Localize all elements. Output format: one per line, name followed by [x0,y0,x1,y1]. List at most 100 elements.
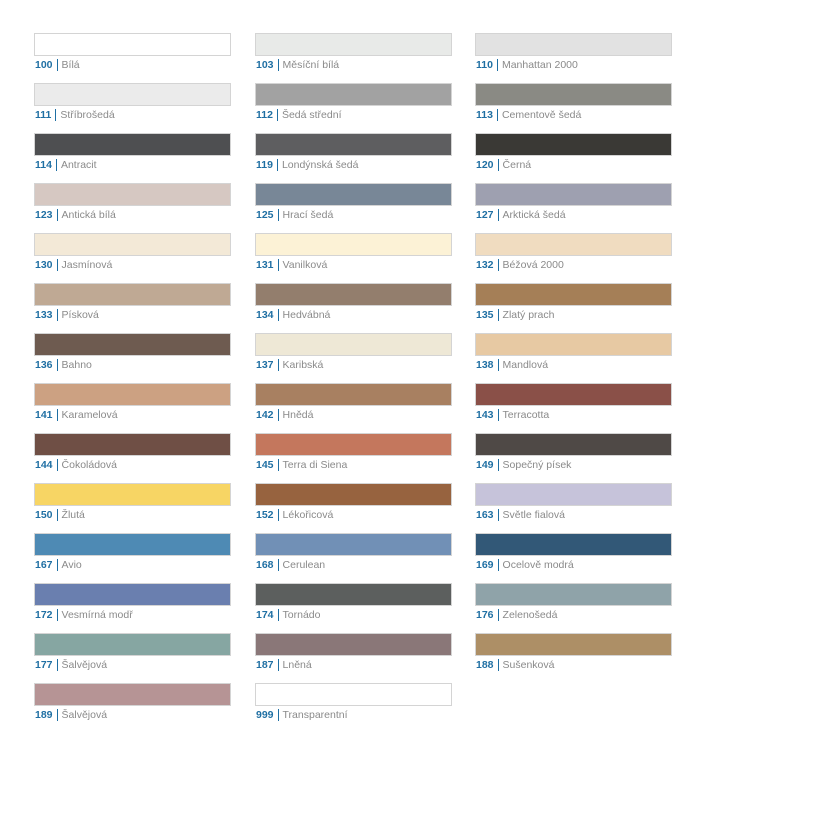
swatch-code: 176 [476,609,499,621]
swatch-code: 163 [476,509,499,521]
swatch-label: 103 Měsíční bílá [256,59,339,71]
swatch-name: Šedá střední [281,109,342,121]
swatch-name: Mandlová [502,359,549,371]
swatch-code: 144 [35,459,58,471]
swatch-label: 145 Terra di Siena [256,459,347,471]
swatch-code: 134 [256,309,279,321]
swatch-code: 127 [476,209,499,221]
color-swatch [255,283,452,306]
swatch-item: 103 Měsíční bílá [255,33,452,77]
swatch-name: Lněná [282,659,312,671]
swatch-name: Stříbrošedá [60,109,115,121]
swatch-code: 114 [35,159,57,171]
swatch-code: 152 [256,509,279,521]
swatch-name: Šalvějová [61,659,108,671]
swatch-name: Lékořicová [282,509,334,521]
swatch-name: Bílá [61,59,80,71]
swatch-item: 150 Žlutá [34,483,231,527]
swatch-label: 189 Šalvějová [35,709,107,721]
swatch-item: 176 Zelenošedá [475,583,672,627]
swatch-label: 136 Bahno [35,359,92,371]
color-swatch [255,633,452,656]
swatch-name: Hnědá [282,409,314,421]
swatch-label: 125 Hrací šedá [256,209,333,221]
swatch-item: 110 Manhattan 2000 [475,33,672,77]
swatch-code: 150 [35,509,58,521]
swatch-code: 188 [476,659,499,671]
color-swatch [475,283,672,306]
swatch-label: 150 Žlutá [35,509,85,521]
swatch-code: 110 [476,59,498,71]
color-swatch [34,83,231,106]
swatch-code: 119 [256,159,278,171]
swatch-item: 119 Londýnská šedá [255,133,452,177]
swatch-label: 100 Bílá [35,59,80,71]
swatch-name: Cerulean [282,559,326,571]
color-swatch [475,483,672,506]
swatch-item: 136 Bahno [34,333,231,377]
swatch-label: 123 Antická bílá [35,209,116,221]
swatch-name: Manhattan 2000 [501,59,578,71]
swatch-item: 123 Antická bílá [34,183,231,227]
swatch-item: 144 Čokoládová [34,433,231,477]
swatch-name: Čokoládová [61,459,117,471]
color-swatch [475,633,672,656]
swatch-name: Karibská [282,359,324,371]
swatch-item: 112 Šedá střední [255,83,452,127]
color-swatch [255,433,452,456]
swatch-label: 110 Manhattan 2000 [476,59,578,71]
swatch-code: 145 [256,459,279,471]
color-swatch [34,333,231,356]
swatch-code: 125 [256,209,279,221]
swatch-label: 113 Cementově šedá [476,109,581,121]
color-swatch [255,233,452,256]
swatch-label: 999 Transparentní [256,709,348,721]
swatch-item: 125 Hrací šedá [255,183,452,227]
swatch-name: Šalvějová [61,709,108,721]
swatch-code: 131 [256,259,279,271]
swatch-name: Vanilková [282,259,328,271]
swatch-code: 113 [476,109,498,121]
swatch-name: Transparentní [282,709,348,721]
swatch-item: 141 Karamelová [34,383,231,427]
color-swatch [475,233,672,256]
color-swatch [475,583,672,606]
swatch-name: Arktická šedá [502,209,566,221]
swatch-item: 187 Lněná [255,633,452,677]
swatch-name: Písková [61,309,99,321]
swatch-item: 999 Transparentní [255,683,452,727]
color-swatch [255,83,452,106]
color-swatch [255,383,452,406]
swatch-item: 135 Zlatý prach [475,283,672,327]
swatch-name: Terra di Siena [282,459,348,471]
swatch-label: 137 Karibská [256,359,323,371]
color-swatch [475,183,672,206]
color-swatch [34,383,231,406]
swatch-code: 123 [35,209,58,221]
color-swatch [475,533,672,556]
swatch-item: 100 Bílá [34,33,231,77]
swatch-label: 127 Arktická šedá [476,209,566,221]
swatch-name: Žlutá [61,509,85,521]
color-swatch [255,583,452,606]
swatch-label: 114 Antracit [35,159,97,171]
swatch-name: Tornádo [282,609,321,621]
color-swatch [255,133,452,156]
swatch-code: 168 [256,559,279,571]
swatch-code: 138 [476,359,499,371]
color-swatch [34,283,231,306]
swatch-label: 168 Cerulean [256,559,325,571]
swatch-label: 174 Tornádo [256,609,320,621]
color-swatch [475,433,672,456]
color-swatch [34,233,231,256]
swatch-code: 167 [35,559,58,571]
swatch-label: 172 Vesmírná modř [35,609,133,621]
swatch-label: 167 Avio [35,559,82,571]
swatch-code: 111 [35,109,57,121]
color-swatch [34,133,231,156]
swatch-label: 112 Šedá střední [256,109,342,121]
swatch-item: 189 Šalvějová [34,683,231,727]
color-swatch [34,683,231,706]
swatch-label: 141 Karamelová [35,409,118,421]
